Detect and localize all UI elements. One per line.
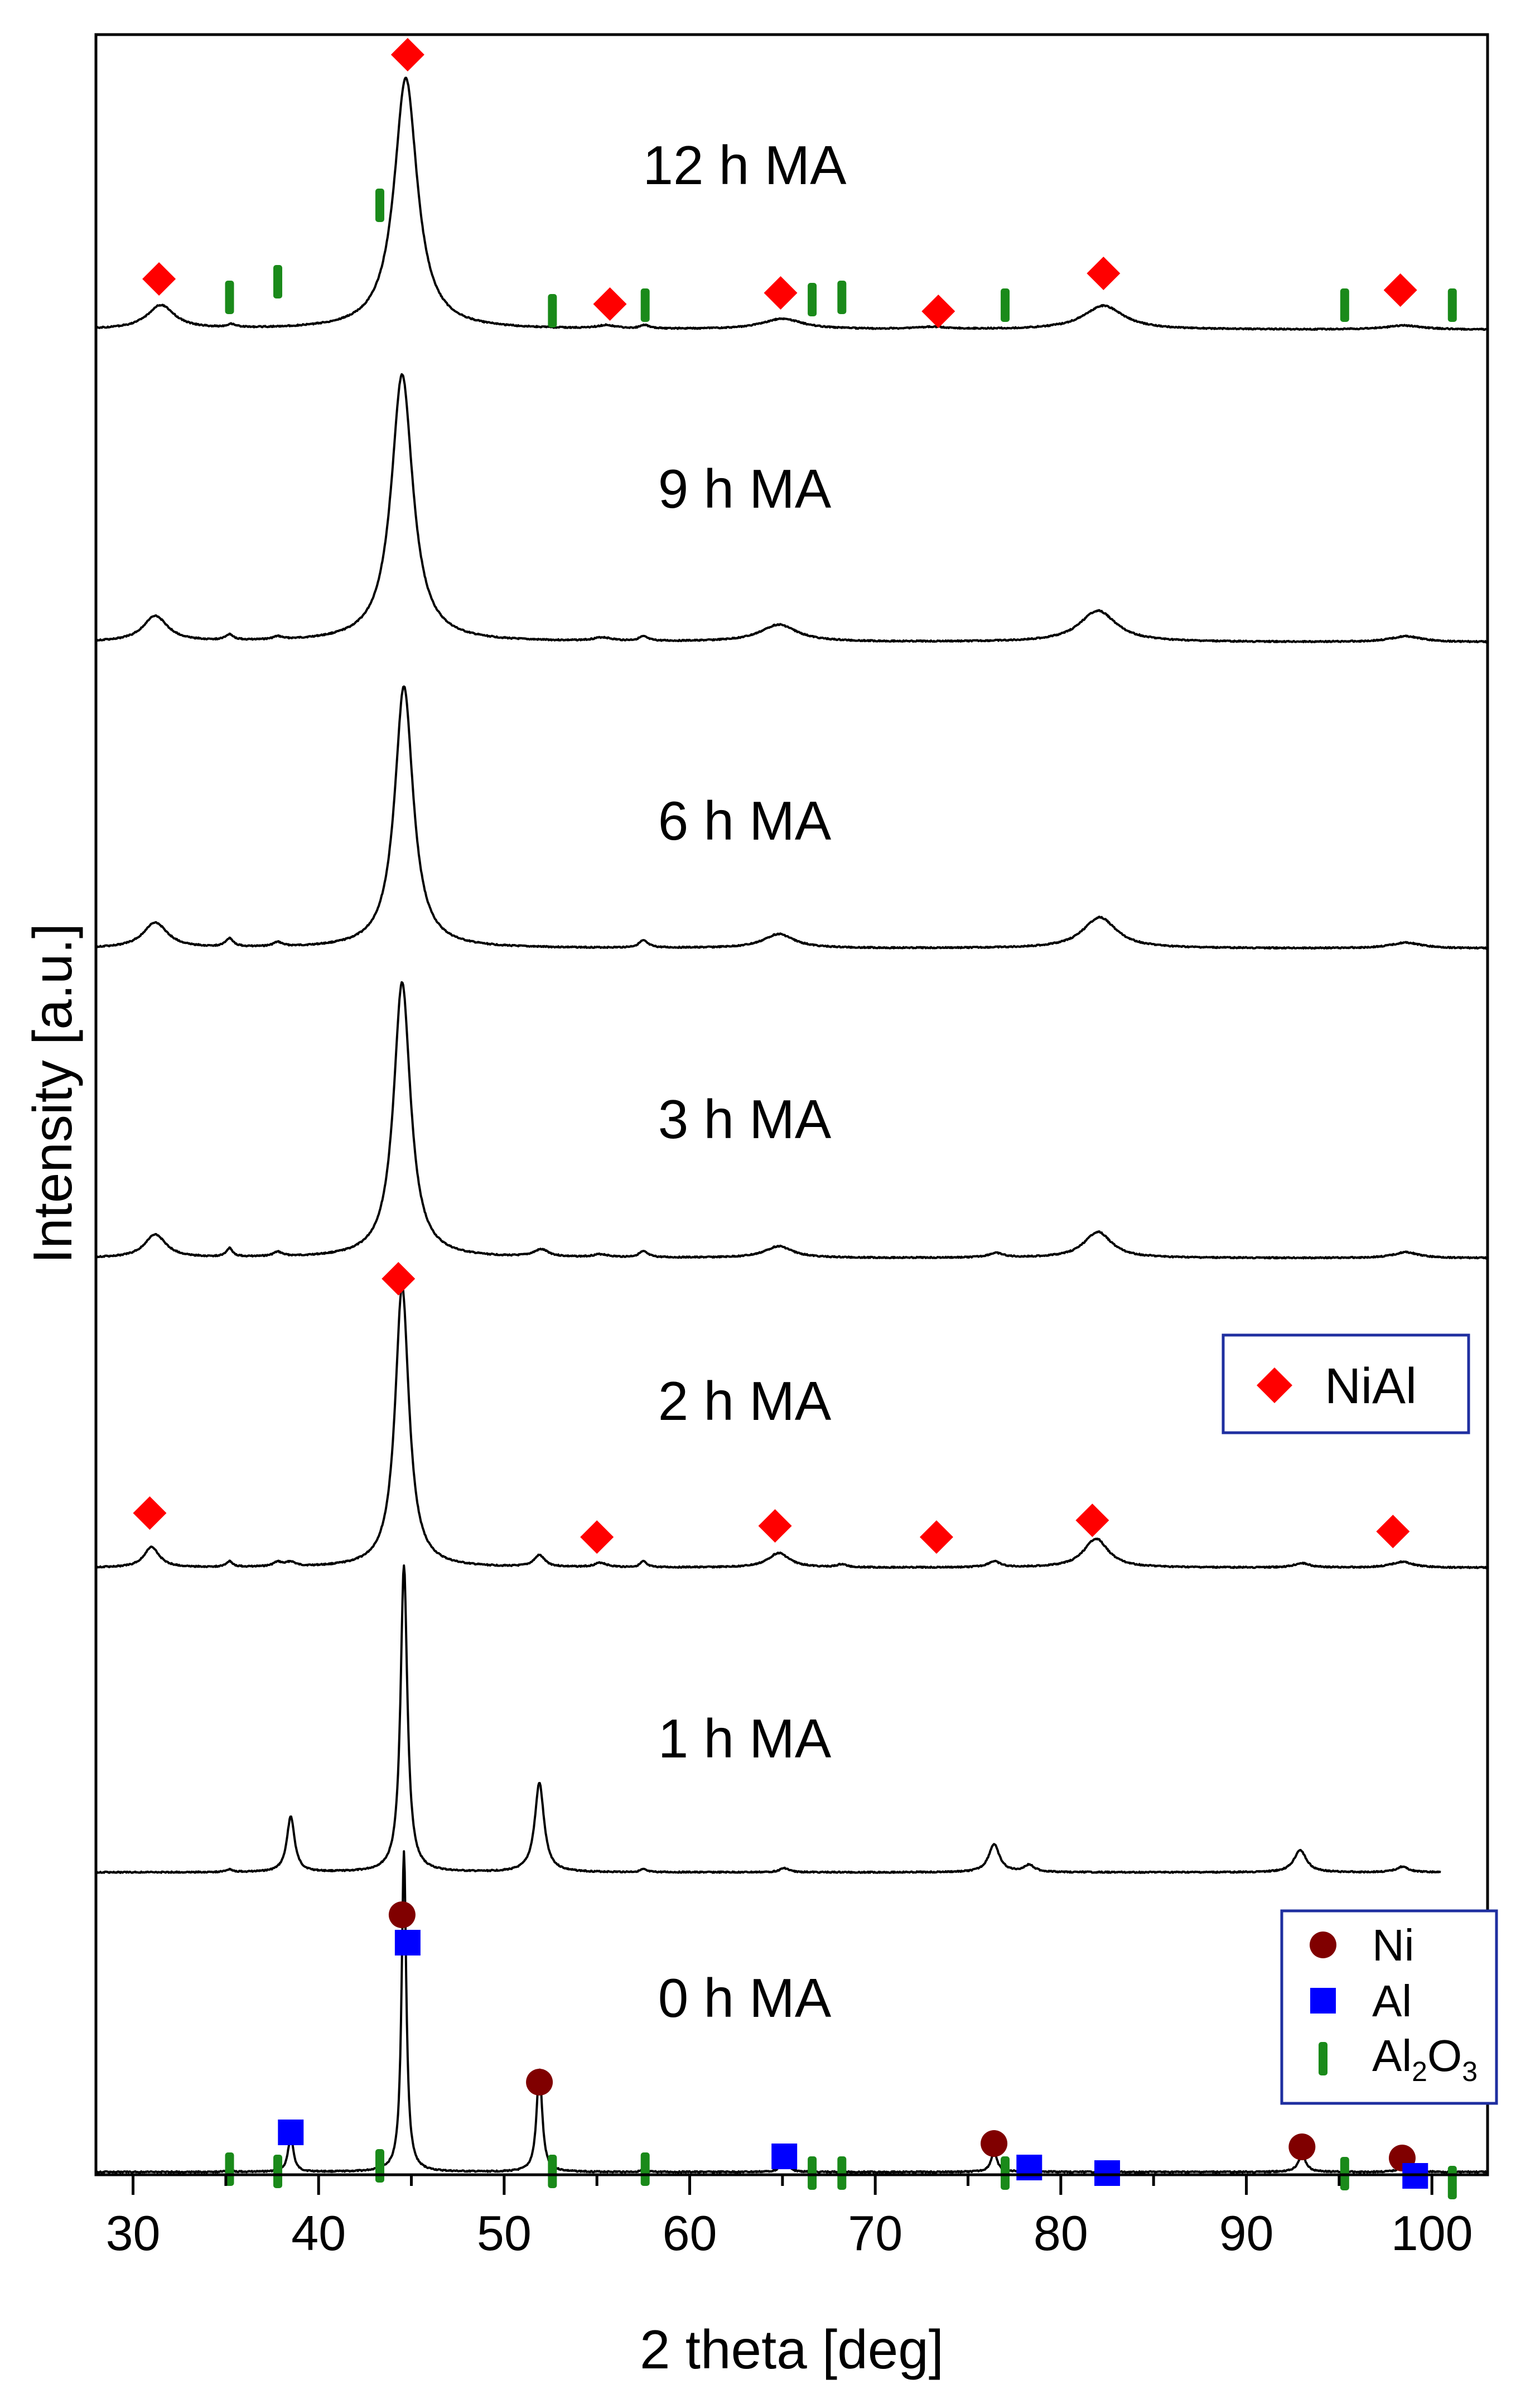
- plot-frame: [94, 33, 1489, 2176]
- legend-al-label: Al: [1372, 1976, 1412, 2026]
- x-tick-label: 50: [477, 2205, 532, 2261]
- niai-marker-12h: [764, 276, 798, 310]
- al2o3-marker-0h: [548, 2155, 557, 2188]
- al-marker-0h: [1094, 2160, 1121, 2186]
- y-axis-label: Intensity [a.u.]: [22, 923, 83, 1264]
- series-label-3-h-ma: 3 h MA: [658, 1088, 832, 1150]
- legend-ni-label: Ni: [1372, 1920, 1415, 1970]
- niai-marker-12h: [593, 287, 627, 321]
- al2o3-marker-0h: [1447, 2166, 1457, 2199]
- trace-1-h-ma: [95, 1564, 1441, 1874]
- niai-marker-12h: [390, 38, 424, 71]
- al2o3-marker-0h: [375, 2149, 384, 2183]
- x-tick-label: 70: [848, 2205, 902, 2261]
- niai-marker-12h: [1383, 273, 1417, 307]
- al2o3-marker-12h: [273, 265, 283, 298]
- series-label-6-h-ma: 6 h MA: [658, 790, 832, 851]
- legend-ni-symbol: [1310, 1932, 1336, 1958]
- niai-marker-2h: [382, 1262, 416, 1295]
- al2o3-marker-12h: [225, 281, 234, 314]
- al2o3-marker-12h: [548, 294, 557, 327]
- series-label-12-h-ma: 12 h MA: [643, 134, 847, 196]
- al2o3-marker-0h: [808, 2156, 817, 2190]
- ni-marker-0h: [526, 2069, 553, 2096]
- diffraction-traces: [95, 76, 1488, 2174]
- niai-marker-2h: [580, 1520, 614, 1554]
- trace-6-h-ma: [95, 685, 1488, 950]
- al2o3-marker-12h: [1447, 288, 1457, 322]
- al2o3-marker-0h: [640, 2152, 650, 2186]
- niai-marker-12h: [1087, 257, 1121, 290]
- al2o3-marker-12h: [808, 283, 817, 316]
- niai-marker-12h: [921, 295, 955, 328]
- x-tick-label: 60: [663, 2205, 717, 2261]
- al2o3-marker-0h: [1001, 2156, 1010, 2190]
- trace-2-h-ma: [95, 1285, 1488, 1569]
- niai-marker-2h: [1075, 1504, 1109, 1537]
- al-marker-0h: [1016, 2155, 1042, 2180]
- series-label-9-h-ma: 9 h MA: [658, 458, 832, 519]
- trace-9-h-ma: [95, 373, 1488, 644]
- al2o3-marker-12h: [1340, 288, 1349, 322]
- x-tick-label: 90: [1219, 2205, 1274, 2261]
- al2o3-marker-0h: [837, 2156, 847, 2190]
- legend-niai-symbol: [1257, 1367, 1292, 1403]
- niai-marker-12h: [142, 262, 176, 296]
- ni-marker-0h: [981, 2130, 1008, 2157]
- x-axis: 30 40 50 60 70 80 90 100: [106, 2175, 1473, 2261]
- x-tick-label: 80: [1034, 2205, 1088, 2261]
- al2o3-marker-12h: [640, 288, 650, 322]
- x-tick-label: 100: [1391, 2205, 1473, 2261]
- series-label-0-h-ma: 0 h MA: [658, 1967, 832, 2029]
- al2o3-marker-12h: [375, 189, 384, 222]
- niai-marker-2h: [1376, 1515, 1410, 1548]
- al2o3-marker-0h: [273, 2155, 283, 2188]
- trace-3-h-ma: [95, 981, 1488, 1260]
- al-marker-0h: [771, 2144, 798, 2169]
- x-axis-label: 2 theta [deg]: [640, 2319, 944, 2380]
- legend-niai-label: NiAl: [1325, 1359, 1417, 1414]
- trace-12-h-ma: [95, 76, 1488, 331]
- niai-marker-2h: [758, 1509, 792, 1543]
- al-marker-0h: [278, 2120, 304, 2145]
- legend-niai: NiAl: [1222, 1333, 1470, 1434]
- series-label-2-h-ma: 2 h MA: [658, 1370, 832, 1432]
- al2o3-marker-12h: [1001, 288, 1010, 322]
- al2o3-marker-0h: [225, 2152, 234, 2186]
- ni-marker-0h: [1288, 2133, 1316, 2160]
- legend-al-symbol: [1310, 1988, 1336, 2014]
- al2o3-marker-12h: [837, 281, 847, 314]
- ni-marker-0h: [388, 1901, 416, 1928]
- al-marker-0h: [394, 1930, 421, 1955]
- phase-markers: [133, 38, 1457, 2199]
- series-labels: 12 h MA 9 h MA 6 h MA 3 h MA 2 h MA 1 h MA 0 h…: [643, 134, 847, 2029]
- legend-al2o3-symbol: [1319, 2042, 1327, 2075]
- niai-marker-2h: [919, 1520, 953, 1554]
- legend-al2o3-label: Al2O3: [1372, 2031, 1478, 2087]
- x-tick-label: 30: [106, 2205, 161, 2261]
- niai-marker-2h: [133, 1496, 167, 1530]
- series-label-1-h-ma: 1 h MA: [658, 1708, 832, 1769]
- x-tick-label: 40: [291, 2205, 346, 2261]
